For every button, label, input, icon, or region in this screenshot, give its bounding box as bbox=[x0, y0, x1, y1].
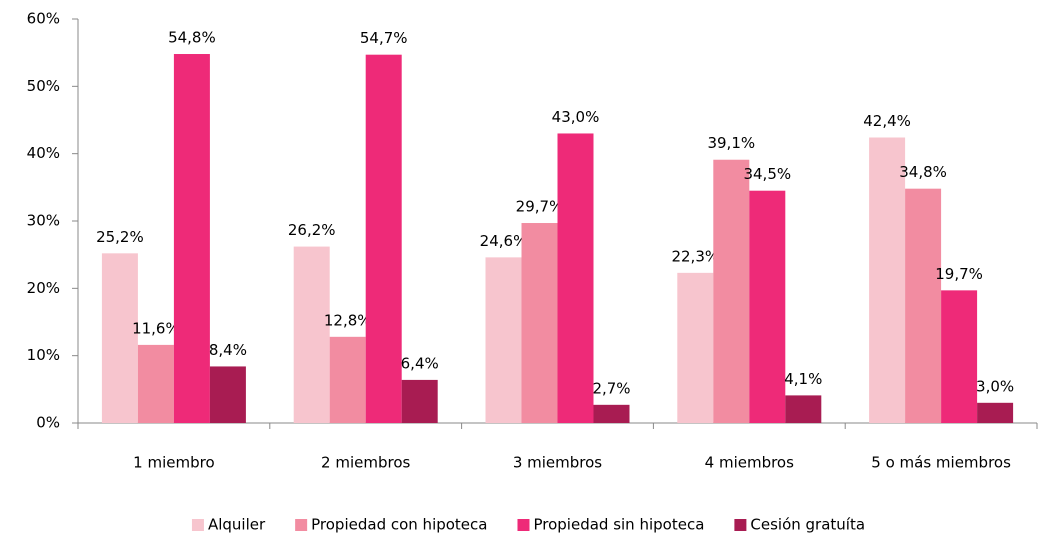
value-label: 24,6% bbox=[480, 232, 528, 250]
bar bbox=[593, 404, 630, 423]
value-label: 4,1% bbox=[784, 370, 822, 388]
legend-label: Propiedad con hipoteca bbox=[311, 516, 487, 534]
legend-swatch bbox=[191, 519, 204, 531]
bar bbox=[401, 379, 438, 423]
bar bbox=[941, 290, 978, 423]
bar bbox=[293, 246, 330, 423]
bar bbox=[749, 190, 786, 423]
value-label: 19,7% bbox=[935, 265, 983, 283]
bar bbox=[485, 257, 522, 423]
bar bbox=[137, 344, 174, 423]
value-label: 34,8% bbox=[899, 163, 947, 181]
value-label: 34,5% bbox=[743, 165, 791, 183]
value-label: 42,4% bbox=[863, 112, 911, 130]
bar bbox=[521, 223, 558, 423]
bar bbox=[173, 54, 210, 423]
bar bbox=[329, 336, 366, 423]
x-tick-label: 1 miembro bbox=[133, 454, 214, 472]
y-tick-label: 50% bbox=[27, 77, 60, 95]
value-label: 26,2% bbox=[288, 221, 336, 239]
y-tick-label: 30% bbox=[27, 212, 60, 230]
bar bbox=[557, 133, 594, 423]
legend-label: Alquiler bbox=[208, 516, 266, 534]
legend-swatch bbox=[517, 519, 530, 531]
bar bbox=[869, 137, 906, 424]
x-tick-label: 4 miembros bbox=[705, 454, 794, 472]
bar bbox=[209, 366, 246, 423]
value-label: 2,7% bbox=[592, 379, 630, 397]
legend-label: Cesión gratuíta bbox=[750, 516, 865, 534]
value-label: 6,4% bbox=[401, 354, 439, 372]
value-label: 3,0% bbox=[976, 377, 1014, 395]
value-label: 25,2% bbox=[96, 228, 144, 246]
value-label: 29,7% bbox=[516, 198, 564, 216]
bar bbox=[713, 159, 750, 423]
x-tick-label: 3 miembros bbox=[513, 454, 602, 472]
y-tick-label: 60% bbox=[27, 10, 60, 28]
value-label: 54,7% bbox=[360, 29, 408, 47]
bar bbox=[677, 272, 714, 423]
legend-label: Propiedad sin hipoteca bbox=[533, 516, 704, 534]
value-label: 43,0% bbox=[552, 108, 600, 126]
bar bbox=[977, 402, 1014, 423]
legend-swatch bbox=[734, 519, 747, 531]
y-tick-label: 0% bbox=[36, 414, 60, 432]
x-tick-label: 5 o más miembros bbox=[871, 454, 1011, 472]
value-label: 39,1% bbox=[707, 134, 755, 152]
bar bbox=[905, 188, 942, 423]
x-tick-label: 2 miembros bbox=[321, 454, 410, 472]
y-tick-label: 20% bbox=[27, 279, 60, 297]
legend-swatch bbox=[295, 519, 308, 531]
value-label: 22,3% bbox=[671, 247, 719, 265]
y-tick-label: 10% bbox=[27, 346, 60, 364]
y-tick-label: 40% bbox=[27, 144, 60, 162]
value-label: 54,8% bbox=[168, 29, 216, 47]
bar bbox=[101, 253, 138, 423]
bar bbox=[785, 395, 822, 423]
bar bbox=[365, 54, 402, 423]
value-label: 8,4% bbox=[209, 341, 247, 359]
value-label: 12,8% bbox=[324, 311, 372, 329]
value-label: 11,6% bbox=[132, 319, 180, 337]
